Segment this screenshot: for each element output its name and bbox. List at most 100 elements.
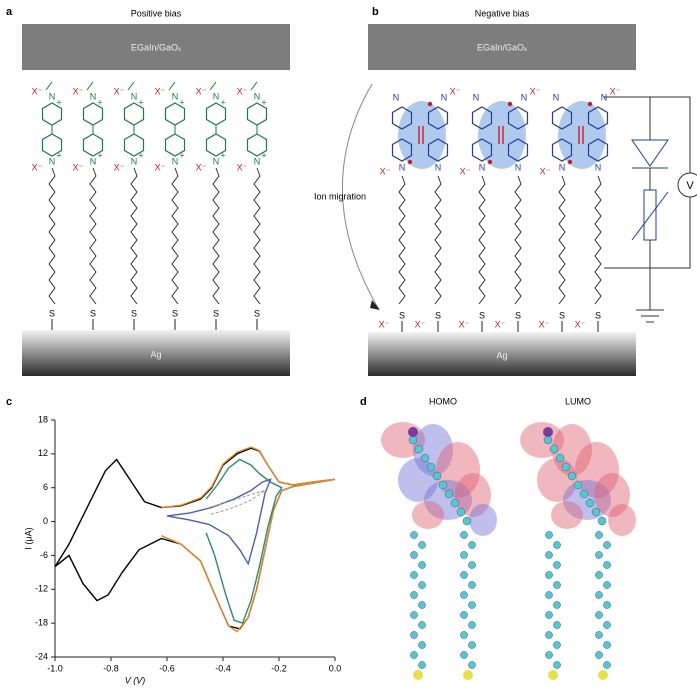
anion: X⁻ xyxy=(155,86,166,96)
x-axis-label: V (V) xyxy=(125,675,146,685)
anion: X⁻ xyxy=(196,162,207,172)
atom xyxy=(556,454,564,462)
series-line xyxy=(209,491,265,515)
arrow-head xyxy=(370,300,380,310)
charge-label: + xyxy=(97,150,102,160)
anion: X⁻ xyxy=(379,319,390,329)
atom xyxy=(598,670,608,680)
atom xyxy=(427,463,435,471)
radical xyxy=(568,160,572,164)
atom-label: N xyxy=(479,162,486,172)
panel-label: a xyxy=(6,6,13,18)
atom xyxy=(415,445,423,453)
radical xyxy=(408,160,412,164)
methyl xyxy=(210,82,216,90)
y-tick-label: -18 xyxy=(35,618,48,628)
atom xyxy=(463,517,471,525)
atom xyxy=(433,472,441,480)
y-tick-label: 18 xyxy=(38,414,48,424)
atom xyxy=(468,661,475,668)
atom-label: N xyxy=(90,156,97,166)
atom xyxy=(460,651,467,658)
charge-label: + xyxy=(138,150,143,160)
atom xyxy=(409,436,417,444)
series-line xyxy=(161,447,335,631)
ring xyxy=(166,103,185,125)
panel-label: b xyxy=(372,6,379,18)
atom xyxy=(548,670,558,680)
atom-label: N xyxy=(131,91,138,101)
atom xyxy=(545,551,552,558)
atom xyxy=(595,611,602,618)
atom xyxy=(468,601,475,608)
anion: X⁻ xyxy=(237,162,248,172)
anion: X⁻ xyxy=(540,166,551,176)
circuit xyxy=(604,97,697,322)
atom-label: N xyxy=(131,156,138,166)
atom xyxy=(562,463,570,471)
anion: X⁻ xyxy=(539,319,550,329)
migration-label: Ion migration xyxy=(314,191,366,201)
atom-label: N xyxy=(254,156,261,166)
atom xyxy=(418,641,425,648)
atom xyxy=(553,621,560,628)
atom-label: N xyxy=(473,92,480,102)
alkyl-chain xyxy=(559,176,565,304)
panel-label: d xyxy=(360,396,367,408)
atom xyxy=(595,591,602,598)
atom xyxy=(421,454,429,462)
orbital-lobe xyxy=(551,501,583,529)
atom xyxy=(544,436,552,444)
atom-label: N xyxy=(399,162,406,172)
y-tick-label: 0 xyxy=(43,516,48,526)
x-tick-label: 0.0 xyxy=(329,663,342,673)
atom xyxy=(586,499,594,507)
atom-label: S xyxy=(172,308,178,318)
x-tick-label: -0.6 xyxy=(159,663,175,673)
atom xyxy=(418,581,425,588)
atom-label: N xyxy=(172,156,179,166)
atom xyxy=(545,591,552,598)
atom xyxy=(460,551,467,558)
x-tick-label: -1.0 xyxy=(47,663,63,673)
atom-label: S xyxy=(399,310,405,320)
anion: X⁻ xyxy=(155,162,166,172)
electrode-label: Ag xyxy=(496,350,507,360)
methyl xyxy=(87,82,93,90)
atom xyxy=(568,472,576,480)
atom-label: N xyxy=(521,92,528,102)
anion: X⁻ xyxy=(32,162,43,172)
alkyl-chain xyxy=(435,176,441,304)
alkyl-chain xyxy=(172,168,178,304)
orbital-lobe xyxy=(608,504,636,536)
atom xyxy=(460,531,467,538)
atom xyxy=(468,581,475,588)
atom xyxy=(418,661,425,668)
alkyl-chain xyxy=(131,168,137,304)
atom-label: N xyxy=(213,91,220,101)
atom xyxy=(595,531,602,538)
atom xyxy=(550,445,558,453)
atom xyxy=(418,541,425,548)
orbital-lobe xyxy=(469,504,497,536)
atom xyxy=(410,611,417,618)
alkyl-chain xyxy=(479,176,485,304)
atom xyxy=(468,541,475,548)
atom xyxy=(410,571,417,578)
atom xyxy=(553,601,560,608)
atom xyxy=(603,641,610,648)
atom xyxy=(410,651,417,658)
atom xyxy=(595,651,602,658)
anion: X⁻ xyxy=(459,319,470,329)
electrode-label: EGaIn/GaOₓ xyxy=(131,42,181,52)
atom-label: N xyxy=(90,91,97,101)
charge-label: + xyxy=(179,150,184,160)
electrode-label: EGaIn/GaOₓ xyxy=(477,42,527,52)
y-tick-label: -12 xyxy=(35,584,48,594)
atom-label: N xyxy=(559,162,566,172)
series-line xyxy=(206,460,282,624)
ring xyxy=(207,103,226,125)
atom xyxy=(592,508,600,516)
atom xyxy=(408,427,418,437)
atom-label: N xyxy=(435,162,442,172)
